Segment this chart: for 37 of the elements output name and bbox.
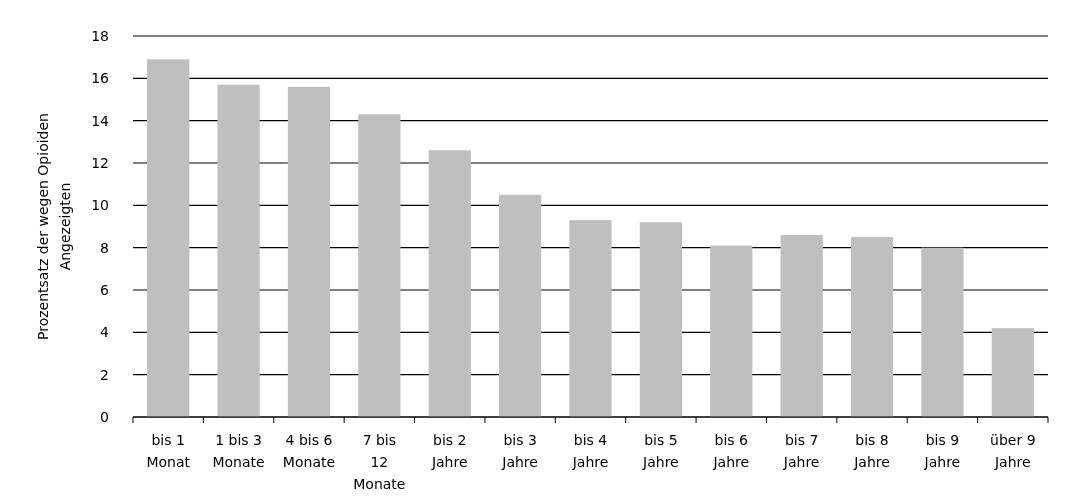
y-tick-label: 8 bbox=[100, 239, 109, 256]
x-tick-label: bis 2 Jahre bbox=[430, 432, 468, 470]
y-axis-title: Prozentsatz der wegen Opioiden Angezeigten bbox=[35, 113, 73, 340]
y-tick-label: 14 bbox=[91, 112, 110, 129]
y-tick-label: 6 bbox=[100, 281, 110, 298]
y-tick-label: 4 bbox=[100, 324, 110, 341]
bar bbox=[639, 222, 682, 417]
bar bbox=[358, 114, 401, 417]
x-tick-label: bis 7 Jahre bbox=[782, 432, 820, 470]
x-tick-label: bis 8 Jahre bbox=[853, 432, 890, 470]
x-tick-label: 7 bis 12 Monate bbox=[353, 432, 406, 492]
bar bbox=[147, 59, 190, 417]
bar bbox=[569, 220, 612, 417]
y-tick-label: 10 bbox=[91, 197, 109, 214]
bar bbox=[780, 234, 823, 417]
bar bbox=[217, 84, 260, 417]
x-tick-label: bis 5 Jahre bbox=[642, 432, 679, 470]
bar bbox=[991, 328, 1034, 417]
x-tick-label: 1 bis 3 Monate bbox=[212, 432, 265, 470]
y-tick-label: 2 bbox=[100, 366, 109, 383]
bar bbox=[428, 150, 471, 417]
x-tick-label: bis 3 Jahre bbox=[501, 432, 538, 470]
bar bbox=[710, 245, 753, 417]
y-tick-label: 16 bbox=[91, 70, 110, 87]
y-tick-label: 12 bbox=[91, 154, 109, 171]
bar bbox=[499, 194, 542, 417]
x-tick-label: über 9 Jahre bbox=[990, 432, 1036, 470]
x-tick-label: bis 6 Jahre bbox=[712, 432, 750, 470]
x-tick-label: 4 bis 6 Monate bbox=[282, 432, 336, 470]
y-tick-label: 18 bbox=[91, 27, 109, 44]
bar bbox=[287, 86, 331, 417]
x-tick-label: bis 9 Jahre bbox=[923, 432, 961, 470]
bar bbox=[850, 237, 894, 417]
x-tick-label: bis 1 Monat bbox=[146, 432, 191, 470]
y-tick-label: 0 bbox=[100, 408, 109, 425]
bar bbox=[921, 247, 964, 417]
x-tick-label: bis 4 Jahre bbox=[571, 432, 609, 470]
